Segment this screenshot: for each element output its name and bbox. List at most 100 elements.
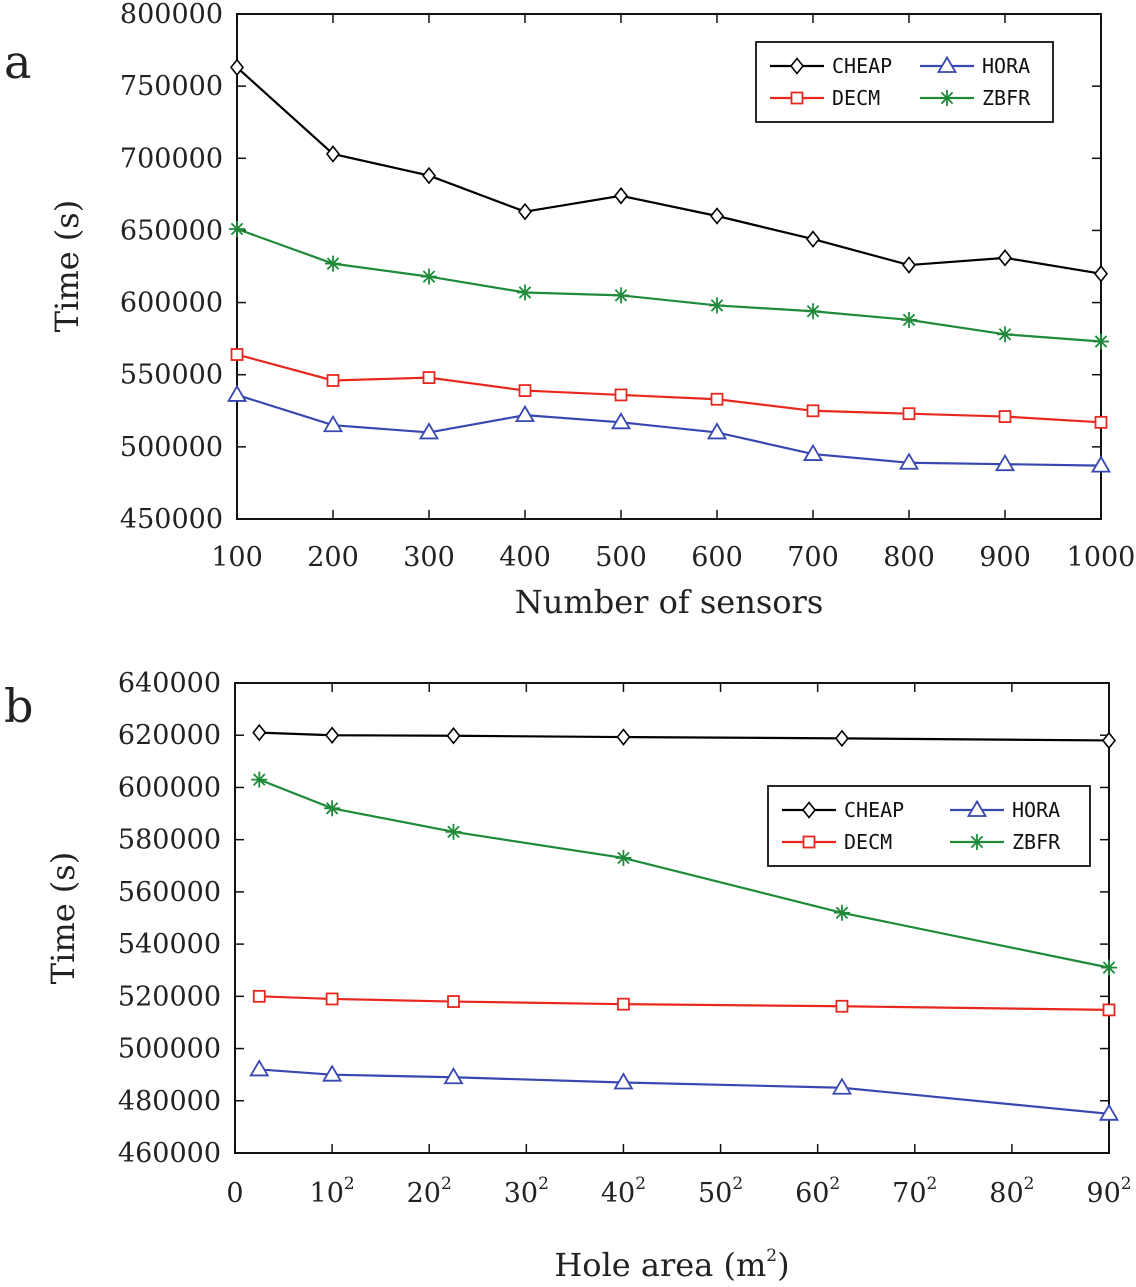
data-point-hora bbox=[610, 412, 632, 430]
y-tick-label: 500000 bbox=[120, 432, 223, 463]
x-tick-label: 400 bbox=[499, 542, 551, 573]
data-point-zbfr bbox=[1093, 333, 1109, 350]
series-line-hora bbox=[259, 1068, 1110, 1115]
data-point-zbfr bbox=[445, 823, 462, 840]
data-point-cheap bbox=[446, 726, 461, 745]
y-tick-label: 600000 bbox=[118, 772, 221, 803]
y-tick-label: 450000 bbox=[120, 504, 223, 535]
data-point-zbfr bbox=[324, 800, 341, 817]
series-zbfr bbox=[229, 220, 1109, 350]
data-point-zbfr bbox=[517, 284, 533, 301]
series-cheap bbox=[229, 58, 1109, 283]
data-point-decm bbox=[614, 388, 628, 402]
legend-marker bbox=[790, 91, 804, 105]
data-point-zbfr bbox=[613, 287, 629, 304]
data-point-hora bbox=[994, 453, 1016, 472]
x-tick-label: 802 bbox=[989, 1174, 1034, 1209]
x-tick-label: 0 bbox=[226, 1178, 243, 1209]
legend-box bbox=[755, 41, 1054, 123]
legend-label: ZBFR bbox=[982, 86, 1031, 110]
series-line-zbfr bbox=[258, 778, 1110, 969]
data-point-cheap bbox=[325, 145, 341, 163]
y-tick-label: 520000 bbox=[118, 981, 221, 1012]
series-line-zbfr bbox=[236, 227, 1102, 343]
chart-panel-b: b 460000 480000 500000 520000 540000 560000 580… bbox=[4, 668, 1132, 1284]
data-point-cheap bbox=[805, 230, 821, 248]
y-tick-label: 800000 bbox=[120, 0, 223, 30]
legend-item-decm: DECM bbox=[770, 86, 880, 110]
series-line-decm bbox=[259, 995, 1110, 1012]
data-point-cheap bbox=[252, 723, 267, 742]
plot-frame bbox=[234, 682, 1110, 1154]
legend-item-hora: HORA bbox=[920, 54, 1030, 78]
series-cheap bbox=[252, 723, 1117, 750]
data-point-hora bbox=[418, 422, 440, 440]
data-point-decm bbox=[806, 404, 820, 418]
legend-item-zbfr: ZBFR bbox=[950, 830, 1061, 854]
y-tick-label: 640000 bbox=[118, 668, 221, 699]
legend: CHEAP HORA DECM ZBFR bbox=[767, 785, 1091, 867]
x-tick-label: 302 bbox=[504, 1174, 549, 1209]
data-point-zbfr bbox=[615, 849, 632, 866]
data-point-cheap bbox=[997, 249, 1013, 267]
y-axis-label: Time (s) bbox=[48, 200, 86, 332]
data-point-decm bbox=[710, 392, 724, 406]
data-point-zbfr bbox=[709, 297, 725, 314]
data-point-hora bbox=[249, 1059, 270, 1077]
x-tick-label: 402 bbox=[601, 1174, 646, 1209]
data-point-decm bbox=[518, 384, 532, 397]
data-point-hora bbox=[443, 1066, 464, 1085]
y-tick-label: 460000 bbox=[118, 1138, 221, 1169]
legend-item-zbfr: ZBFR bbox=[920, 86, 1031, 110]
data-point-decm bbox=[230, 348, 244, 361]
y-tick-label: 600000 bbox=[120, 288, 223, 319]
data-point-hora bbox=[706, 422, 728, 440]
legend-marker bbox=[939, 90, 955, 106]
chart-panel-a: a 450000 500000 550000 600000 650000 700000 750… bbox=[4, 0, 1135, 621]
series-line-hora bbox=[236, 393, 1102, 467]
panel-label: a bbox=[4, 35, 31, 89]
y-tick-label: 560000 bbox=[118, 877, 221, 908]
y-tick-label: 500000 bbox=[118, 1034, 221, 1065]
legend-marker bbox=[789, 57, 805, 75]
data-point-hora bbox=[831, 1077, 853, 1095]
x-tick-label: 200 bbox=[307, 542, 359, 573]
x-tick-label: 300 bbox=[403, 542, 455, 573]
data-point-zbfr bbox=[997, 326, 1013, 343]
legend-label: DECM bbox=[832, 86, 880, 110]
data-point-cheap bbox=[616, 728, 631, 746]
series-zbfr bbox=[251, 771, 1117, 976]
y-tick-label: 750000 bbox=[120, 71, 223, 102]
x-tick-label: 700 bbox=[787, 542, 839, 573]
data-point-hora bbox=[613, 1072, 634, 1090]
legend-marker bbox=[802, 835, 816, 849]
series-line-cheap bbox=[236, 66, 1102, 275]
y-tick-label: 620000 bbox=[118, 720, 221, 751]
x-tick-label: 600 bbox=[691, 542, 743, 573]
x-tick-label: 902 bbox=[1086, 1174, 1131, 1209]
data-point-decm bbox=[325, 992, 339, 1006]
legend-marker bbox=[966, 799, 988, 817]
data-point-hora bbox=[322, 1064, 343, 1082]
legend-box bbox=[767, 785, 1091, 867]
data-point-zbfr bbox=[421, 268, 437, 285]
legend-marker bbox=[936, 55, 958, 73]
panel-label: b bbox=[4, 679, 33, 733]
data-point-zbfr bbox=[325, 255, 341, 272]
legend-label: ZBFR bbox=[1012, 830, 1061, 854]
y-tick-label: 550000 bbox=[120, 360, 223, 391]
legend-label: HORA bbox=[982, 54, 1030, 78]
data-point-cheap bbox=[517, 202, 533, 221]
data-point-zbfr bbox=[901, 311, 917, 328]
series-line-cheap bbox=[259, 731, 1110, 742]
legend-marker bbox=[969, 834, 985, 850]
data-point-decm bbox=[422, 371, 436, 385]
x-axis-label: Number of sensors bbox=[515, 583, 824, 621]
data-point-zbfr bbox=[833, 904, 850, 921]
data-point-decm bbox=[1102, 1003, 1116, 1017]
data-point-decm bbox=[902, 407, 916, 421]
x-tick-label: 900 bbox=[979, 542, 1031, 573]
x-tick-label: 202 bbox=[407, 1174, 452, 1209]
legend-item-hora: HORA bbox=[950, 798, 1060, 822]
